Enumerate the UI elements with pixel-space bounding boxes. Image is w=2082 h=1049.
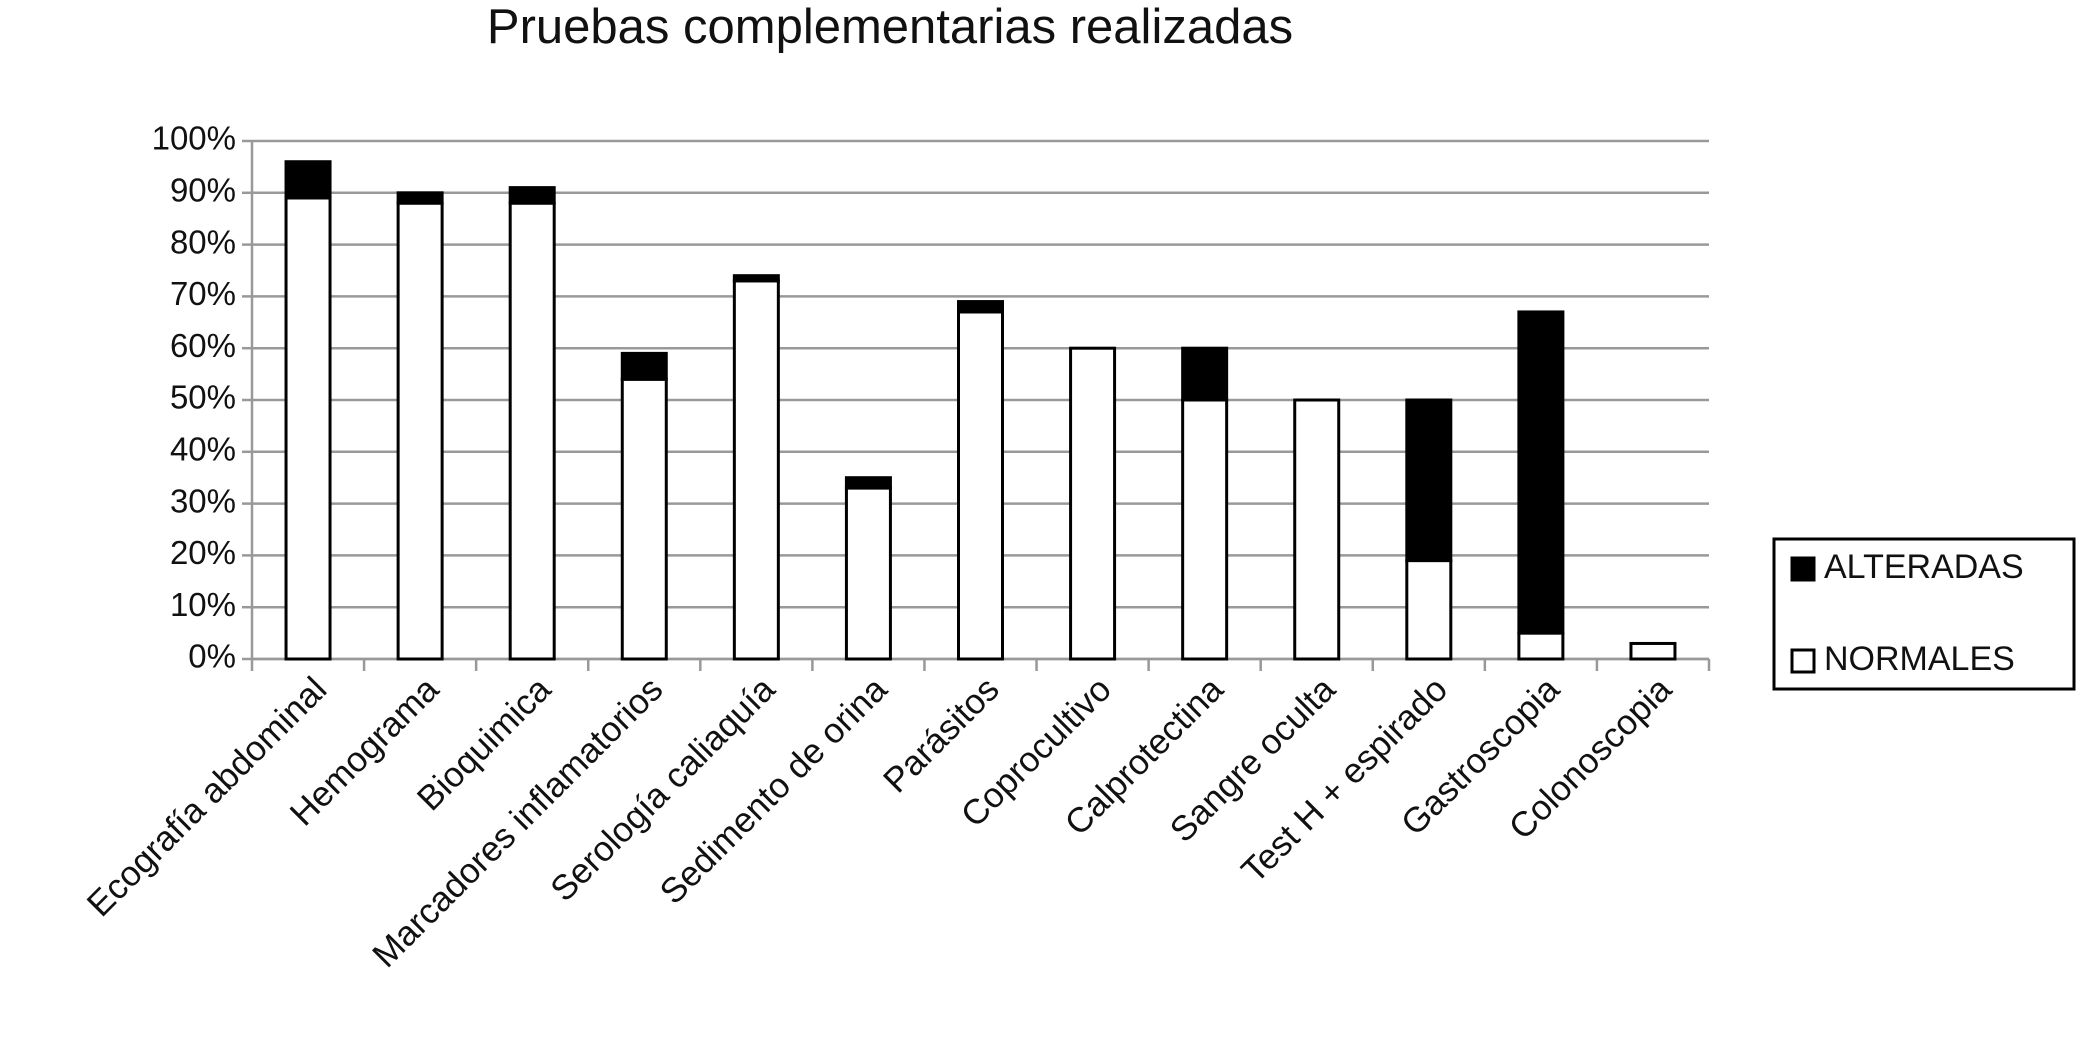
y-tick-label: 0% xyxy=(188,638,236,675)
bar-segment xyxy=(1517,310,1565,635)
legend-label: NORMALES xyxy=(1824,640,2015,678)
y-tick-label: 30% xyxy=(170,482,236,519)
legend-swatch xyxy=(1790,648,1816,674)
bar-segment xyxy=(1069,346,1117,661)
bar-segment xyxy=(844,476,892,490)
bar-segment xyxy=(508,186,556,205)
bar-segment xyxy=(1405,559,1453,661)
bar-segment xyxy=(1405,398,1453,563)
y-tick-label: 10% xyxy=(170,586,236,623)
chart-title: Pruebas complementarias realizadas xyxy=(487,0,1293,54)
y-tick-label: 70% xyxy=(170,275,236,312)
bar-segment xyxy=(1293,398,1341,661)
bar-segment xyxy=(1517,631,1565,661)
y-tick-label: 20% xyxy=(170,534,236,571)
bar-segment xyxy=(620,377,668,661)
bar-segment xyxy=(732,274,780,283)
y-tick-label: 40% xyxy=(170,431,236,468)
y-tick-label: 50% xyxy=(170,379,236,416)
bar-segment xyxy=(844,486,892,661)
y-tick-label: 100% xyxy=(152,120,236,157)
legend-box xyxy=(1772,537,2076,691)
y-tick-label: 80% xyxy=(170,223,236,260)
legend-swatch xyxy=(1790,556,1816,582)
bar-segment xyxy=(1181,398,1229,661)
y-tick-label: 60% xyxy=(170,327,236,364)
bar-segment xyxy=(284,196,332,661)
bar-segment xyxy=(1181,346,1229,402)
bar-segment xyxy=(1629,641,1677,661)
y-tick-label: 90% xyxy=(170,172,236,209)
bar-segment xyxy=(396,191,444,205)
x-tick-label: Test H + espirado xyxy=(1234,670,1455,891)
bar-segment xyxy=(396,201,444,661)
bar-segment xyxy=(957,300,1004,314)
bar-segment xyxy=(957,310,1004,661)
bar-segment xyxy=(284,160,332,200)
legend-label: ALTERADAS xyxy=(1824,548,2024,586)
bar-segment xyxy=(620,351,668,381)
bar-segment xyxy=(508,201,556,661)
bar-segment xyxy=(732,279,780,661)
